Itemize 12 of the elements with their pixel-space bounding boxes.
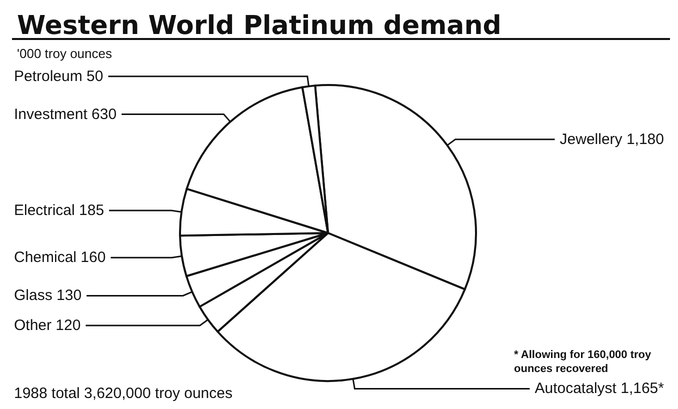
text: 1988 total 3,620,000 troy ounces: [14, 385, 232, 402]
chart-title: Western World Platinum demand: [17, 11, 502, 41]
slice-label: Electrical 185: [14, 202, 104, 220]
text: * Allowing for 160,000 troy ounces recovered: [514, 349, 654, 375]
slice-label: Autocatalyst 1,165*: [534, 380, 664, 398]
slice-label: Glass 130: [14, 287, 82, 304]
slice-label: Other 120: [14, 316, 81, 334]
slice-label: Petroleum 50: [14, 68, 104, 85]
slice-label: Investment 630: [14, 106, 117, 123]
slice-label: Chemical 160: [14, 249, 106, 266]
chart-subtitle: '000 troy ounces: [17, 46, 112, 61]
slice-label: Jewellery 1,180: [560, 130, 664, 148]
